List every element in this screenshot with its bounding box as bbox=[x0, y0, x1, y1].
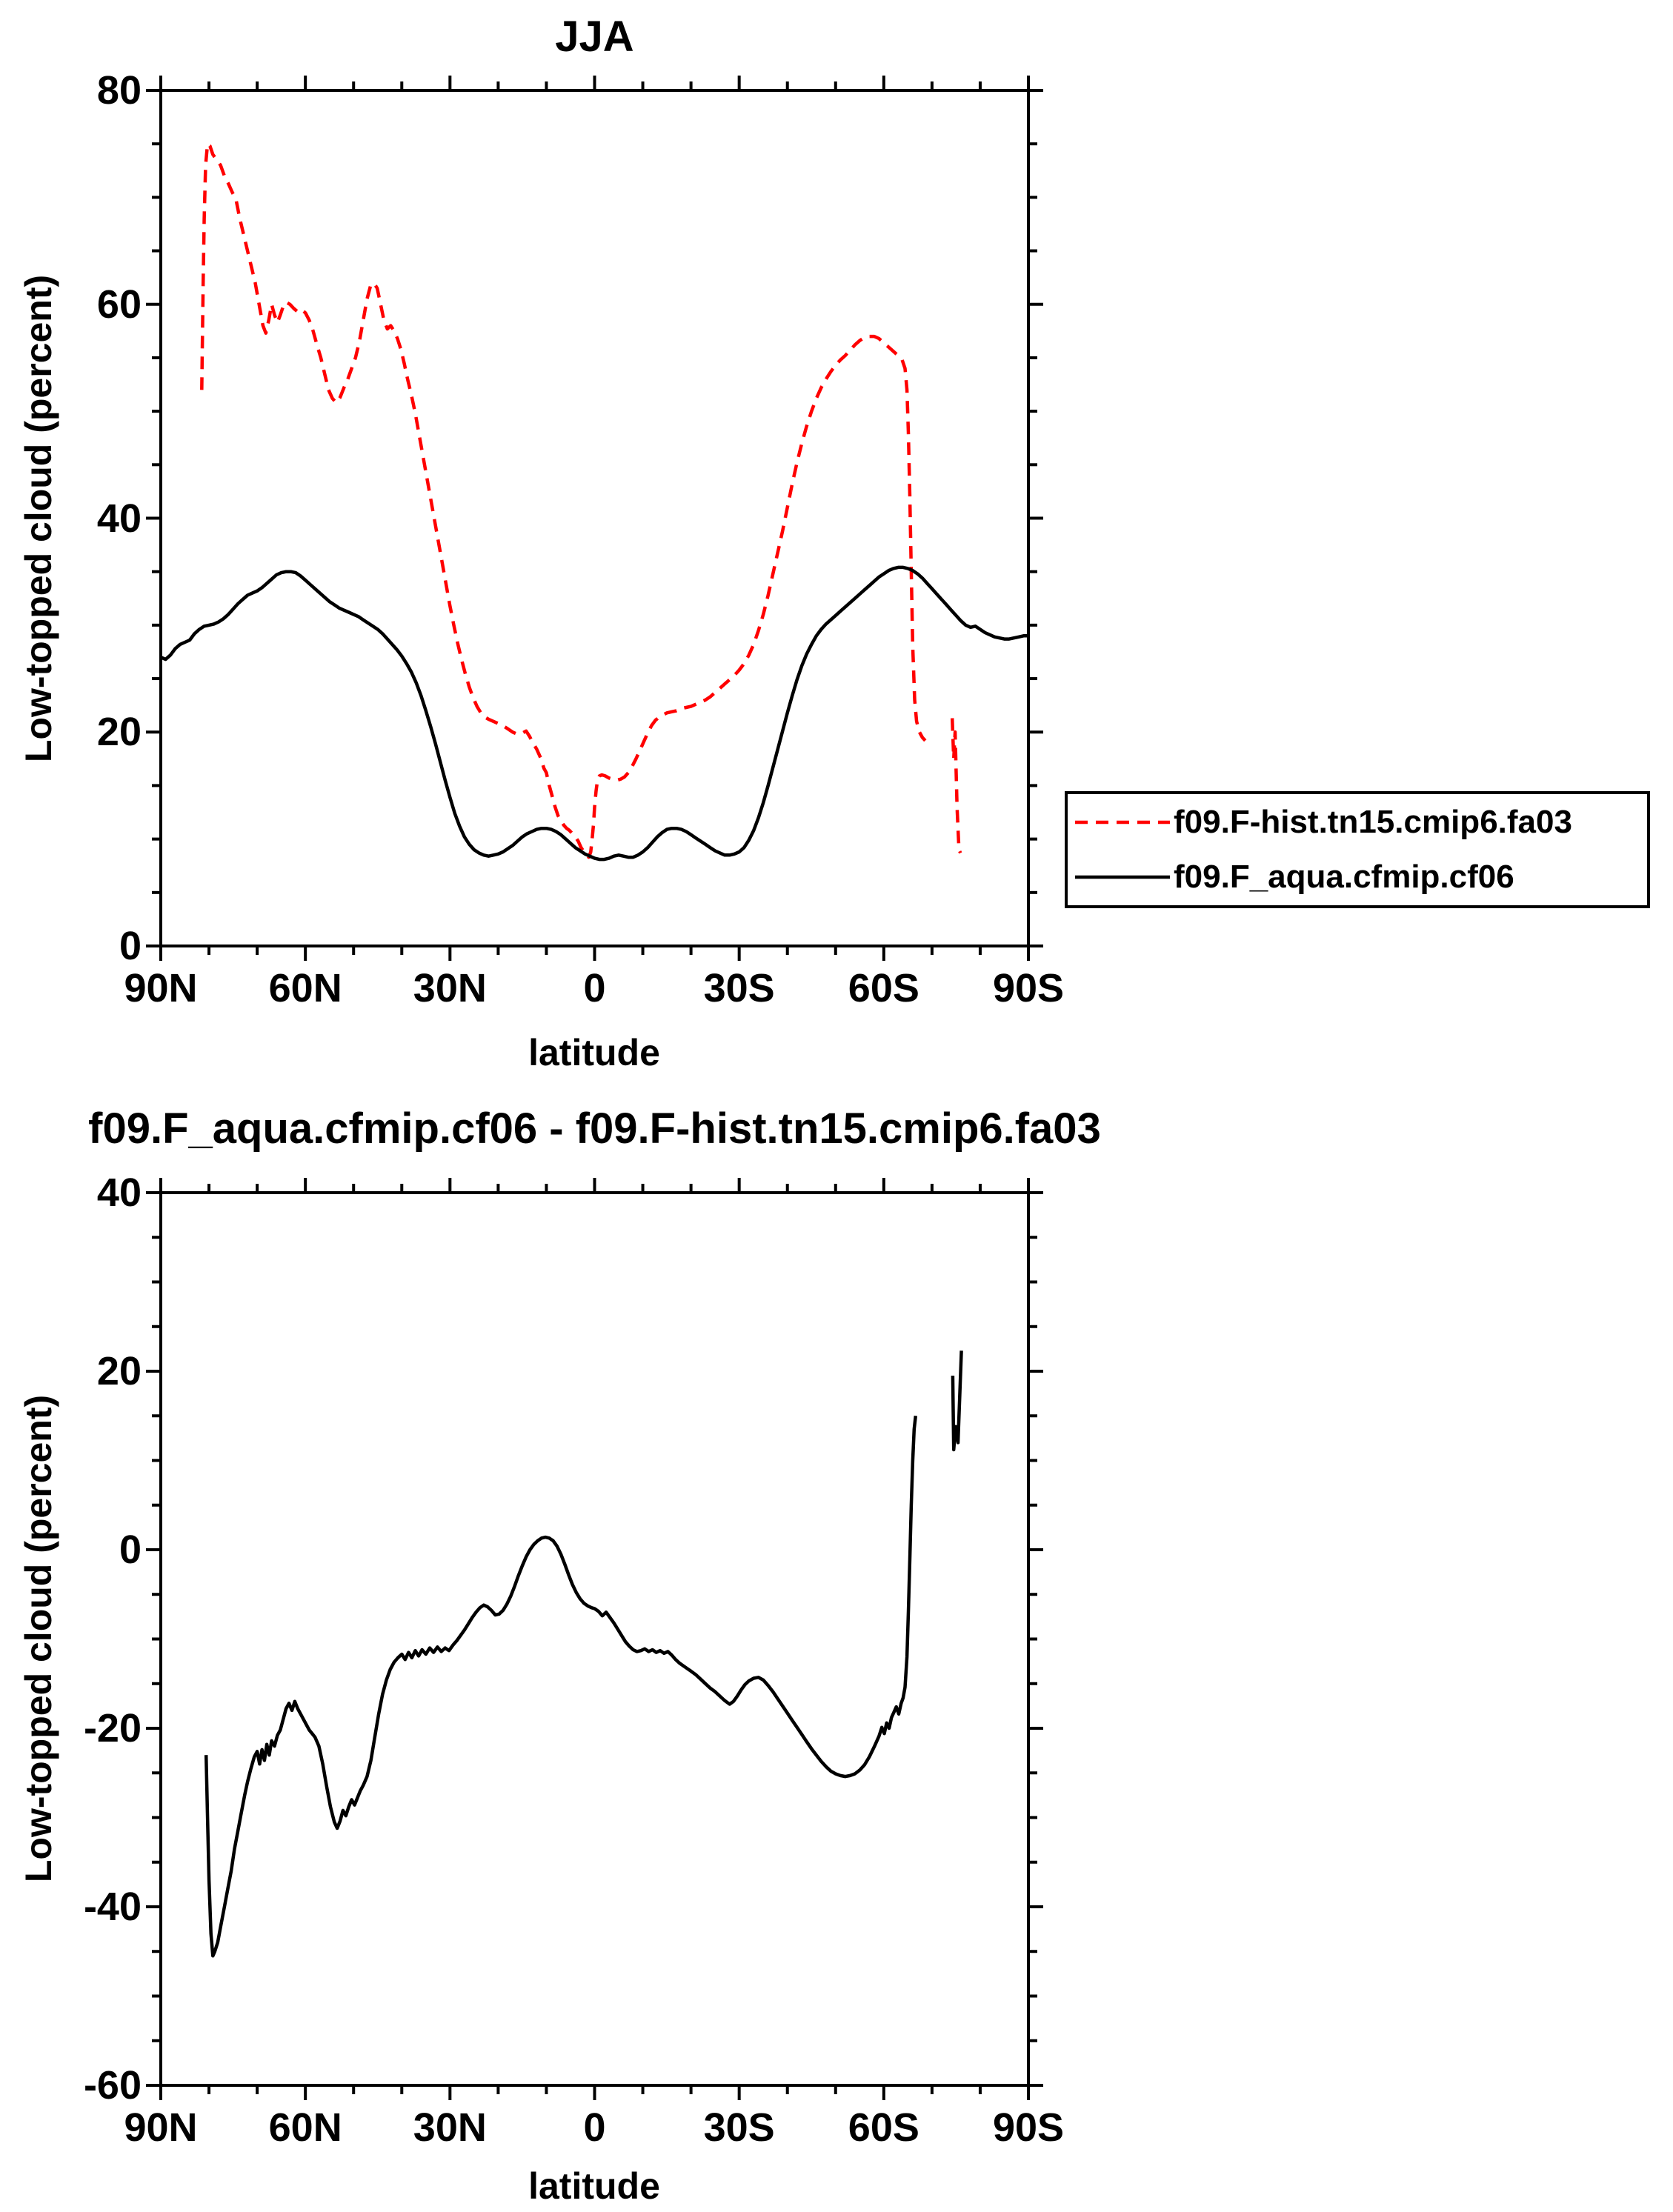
x-tick-label: 60N bbox=[268, 966, 342, 1010]
x-tick-label: 30S bbox=[703, 2105, 775, 2150]
x-tick-label: 90N bbox=[124, 2105, 198, 2150]
y-tick-label: 60 bbox=[96, 282, 142, 327]
y-tick-label: 20 bbox=[96, 710, 142, 755]
solid-line-sample-icon bbox=[1075, 875, 1170, 879]
x-tick-label: 30N bbox=[413, 966, 487, 1010]
y-tick-label: -20 bbox=[83, 1706, 142, 1750]
series-line bbox=[204, 1416, 918, 1958]
series-line bbox=[200, 141, 927, 859]
bottom-chart-title: f09.F_aqua.cfmip.cf06 - f09.F-hist.tn15.… bbox=[88, 1105, 1101, 1153]
legend-entry-hist: f09.F-hist.tn15.cmip6.fa03 bbox=[1068, 795, 1647, 850]
x-tick-label: 30N bbox=[413, 2105, 487, 2150]
y-tick-label: 40 bbox=[96, 496, 142, 541]
y-tick-label: 40 bbox=[96, 1170, 142, 1215]
legend-box: f09.F-hist.tn15.cmip6.fa03 f09.F_aqua.cf… bbox=[1065, 791, 1650, 908]
top-chart-x-axis-label: latitude bbox=[528, 1032, 660, 1073]
x-tick-label: 0 bbox=[583, 2105, 606, 2150]
dashed-line-sample-icon bbox=[1075, 820, 1170, 824]
bottom-chart-y-axis-label: Low-topped cloud (percent) bbox=[18, 1394, 59, 1883]
y-tick-label: 0 bbox=[119, 924, 142, 968]
legend-entry-aqua: f09.F_aqua.cfmip.cf06 bbox=[1068, 850, 1647, 905]
x-tick-label: 30S bbox=[703, 966, 775, 1010]
axis-box bbox=[159, 89, 1030, 947]
x-tick-label: 90S bbox=[992, 966, 1065, 1010]
x-tick-label: 60S bbox=[848, 2105, 919, 2150]
x-tick-label: 90N bbox=[124, 966, 198, 1010]
legend-label-hist: f09.F-hist.tn15.cmip6.fa03 bbox=[1174, 804, 1572, 840]
y-tick-label: -60 bbox=[83, 2063, 142, 2108]
top-chart-title: JJA bbox=[555, 13, 634, 61]
series-line bbox=[950, 718, 962, 854]
y-tick-label: 0 bbox=[119, 1528, 142, 1572]
x-tick-label: 60S bbox=[848, 966, 919, 1010]
series-line bbox=[951, 1350, 963, 1452]
x-tick-label: 90S bbox=[992, 2105, 1065, 2150]
axis-box bbox=[159, 1191, 1030, 2087]
y-tick-label: 20 bbox=[96, 1349, 142, 1393]
series-line bbox=[160, 565, 1028, 862]
bottom-chart-x-axis-label: latitude bbox=[528, 2165, 660, 2207]
y-tick-label: -40 bbox=[83, 1885, 142, 1929]
y-tick-label: 80 bbox=[96, 68, 142, 113]
legend-label-aqua: f09.F_aqua.cfmip.cf06 bbox=[1174, 859, 1514, 895]
x-tick-label: 60N bbox=[268, 2105, 342, 2150]
x-tick-label: 0 bbox=[583, 966, 606, 1010]
